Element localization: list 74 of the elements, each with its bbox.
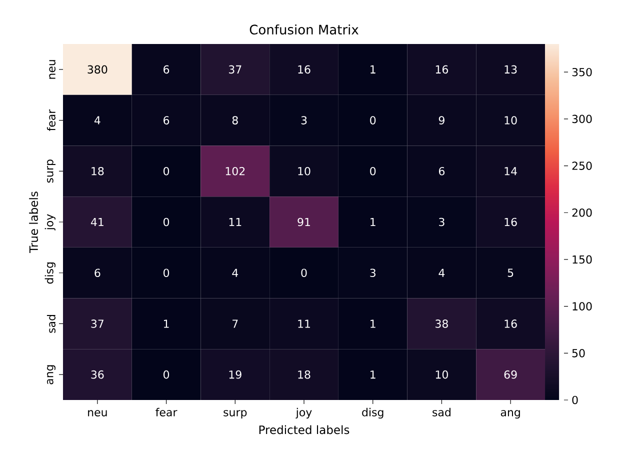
chart-title: Confusion Matrix <box>250 24 358 35</box>
x-tick-label: joy <box>296 408 312 419</box>
data-label: 37 <box>228 65 242 74</box>
data-label: 16 <box>504 218 517 226</box>
data-label: 0 <box>164 166 170 176</box>
color-bar-label: 0 <box>572 396 578 404</box>
data-label: 1 <box>370 320 376 328</box>
data-label: 8 <box>232 116 238 124</box>
data-label: 6 <box>438 166 445 176</box>
color-bar-label: 50 <box>572 348 585 358</box>
color-bar-label: 200 <box>572 208 592 217</box>
data-label: 11 <box>229 218 242 226</box>
data-label: 10 <box>504 116 517 124</box>
data-label: 0 <box>164 218 170 226</box>
data-label: 3 <box>301 116 307 124</box>
data-label: 4 <box>438 268 445 277</box>
y-tick-label: ang <box>47 365 56 384</box>
data-label: 18 <box>298 370 310 379</box>
data-label: 1 <box>370 65 376 74</box>
data-label: 10 <box>298 166 310 176</box>
data-label: 13 <box>504 65 517 74</box>
data-label: 10 <box>436 370 448 379</box>
data-label: 3 <box>370 268 376 278</box>
data-label: 11 <box>298 320 310 328</box>
y-tick-label: sad <box>46 314 56 333</box>
y-tick-label: surp <box>47 160 56 183</box>
data-label: 0 <box>164 370 170 379</box>
data-label: 0 <box>370 116 376 124</box>
x-tick-label: ang <box>500 410 520 419</box>
x-tick-label: surp <box>224 410 247 419</box>
data-label: 69 <box>504 370 517 379</box>
color-bar-label: 250 <box>572 162 592 170</box>
data-label: 380 <box>88 65 108 74</box>
x-tick-label: fear <box>156 408 178 416</box>
y-tick-label: disg <box>44 262 56 284</box>
color-bar-label: 350 <box>572 68 592 76</box>
x-tick-label: neu <box>88 410 107 416</box>
data-label: 37 <box>91 320 104 328</box>
data-label: 1 <box>370 370 376 379</box>
data-label: 0 <box>164 268 170 278</box>
x-tick-label: sad <box>432 408 450 416</box>
data-label: 38 <box>436 320 448 328</box>
data-label: 16 <box>504 320 517 328</box>
data-label: 4 <box>94 116 100 124</box>
color-bar-label: 150 <box>572 255 592 264</box>
data-label: 36 <box>91 370 104 379</box>
data-label: 6 <box>94 268 100 278</box>
data-label: 5 <box>508 268 514 277</box>
data-label: 102 <box>226 166 245 176</box>
color-bar-label: 100 <box>572 302 592 310</box>
data-label: 18 <box>92 166 104 176</box>
data-label: 7 <box>232 320 238 328</box>
data-label: 16 <box>436 65 448 74</box>
color-bar-label: 300 <box>572 114 592 124</box>
data-label: 19 <box>229 370 242 379</box>
x-tick-label: disg <box>362 408 384 419</box>
data-label: 0 <box>301 268 307 278</box>
x-axis-title: Predicted labels <box>259 425 350 434</box>
data-label: 3 <box>439 218 444 226</box>
data-label: 14 <box>504 167 517 176</box>
data-label: 9 <box>438 116 444 124</box>
data-label: 6 <box>164 65 170 74</box>
data-label: 41 <box>90 218 104 226</box>
data-label: 6 <box>164 116 170 124</box>
y-tick-label: fear <box>46 109 56 131</box>
data-label: 91 <box>298 218 310 226</box>
data-label: 0 <box>370 166 376 176</box>
y-tick-label: joy <box>44 214 56 230</box>
data-label: 1 <box>370 218 376 226</box>
data-label: 4 <box>232 268 238 277</box>
data-label: 16 <box>298 65 310 74</box>
data-label: 1 <box>164 320 169 328</box>
y-tick-label: neu <box>49 60 56 79</box>
y-axis-title: True labels <box>29 192 38 253</box>
